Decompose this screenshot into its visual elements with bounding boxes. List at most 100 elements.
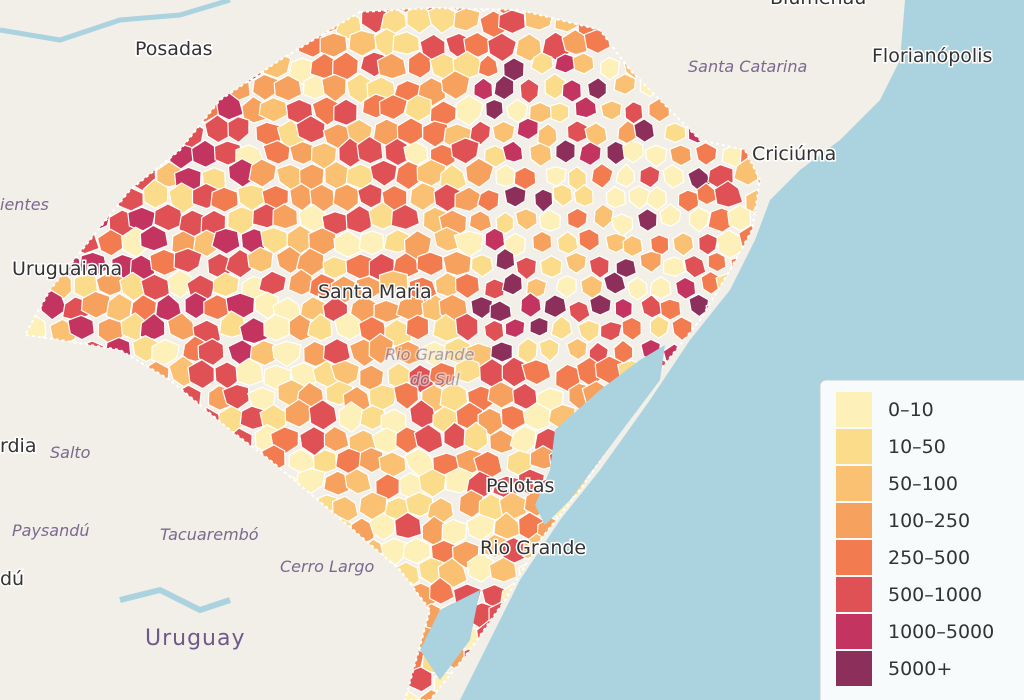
- municipality: [515, 256, 538, 281]
- municipality: [622, 234, 644, 258]
- municipality: [552, 183, 574, 208]
- municipality: [428, 576, 455, 605]
- lagoon: [535, 345, 665, 525]
- place-label: Uruguay: [145, 626, 246, 651]
- municipality: [437, 557, 469, 589]
- municipality: [359, 404, 387, 431]
- municipality: [599, 56, 621, 81]
- municipality: [521, 359, 552, 386]
- municipality: [588, 255, 610, 279]
- municipality: [555, 275, 577, 299]
- municipality: [662, 163, 685, 189]
- municipality: [394, 511, 423, 540]
- municipality: [272, 203, 299, 230]
- municipality: [645, 186, 667, 211]
- legend-label: 250–500: [888, 547, 970, 569]
- municipality: [263, 314, 290, 342]
- municipality: [574, 95, 598, 119]
- municipality: [331, 51, 360, 81]
- municipality: [409, 181, 436, 212]
- municipality: [468, 8, 497, 12]
- place-label: ientes: [0, 195, 49, 214]
- place-label: Florianópolis: [872, 45, 992, 67]
- place-label: Paysandú: [12, 521, 90, 540]
- municipality: [490, 341, 513, 363]
- municipality: [368, 332, 395, 365]
- municipality: [271, 340, 302, 368]
- legend-swatch: [836, 429, 872, 464]
- municipality: [470, 295, 494, 320]
- legend-swatch: [836, 614, 872, 649]
- municipality: [621, 316, 642, 342]
- municipality: [566, 207, 588, 230]
- municipality: [258, 96, 289, 123]
- municipality: [573, 184, 594, 208]
- legend-label: 1000–5000: [888, 621, 994, 643]
- municipality: [522, 401, 551, 431]
- municipality: [590, 162, 614, 190]
- river: [0, 0, 231, 43]
- municipality: [544, 72, 566, 100]
- legend-label: 500–1000: [888, 584, 982, 606]
- municipality: [672, 232, 695, 257]
- municipality: [530, 51, 554, 76]
- municipality: [485, 98, 504, 121]
- municipality: [593, 203, 614, 230]
- municipality: [212, 271, 240, 298]
- legend-items: 0–10 10–50 50–100 100–250 250–500 500–1000 100…: [836, 392, 994, 686]
- municipality: [369, 159, 398, 187]
- municipality: [532, 230, 553, 254]
- municipality: [376, 52, 408, 80]
- municipality: [503, 185, 527, 208]
- place-label: Tacuarembó: [160, 525, 259, 544]
- municipality: [529, 316, 549, 337]
- municipality: [586, 76, 608, 101]
- municipality: [477, 54, 499, 78]
- municipality: [500, 404, 528, 432]
- municipality: [378, 270, 409, 297]
- municipality: [393, 340, 422, 366]
- municipality: [605, 185, 627, 209]
- municipality: [334, 311, 364, 341]
- place-label: rdia: [0, 435, 36, 457]
- place-label: dú: [0, 568, 24, 590]
- municipality: [495, 164, 516, 188]
- municipality: [577, 319, 601, 343]
- municipality: [390, 203, 421, 231]
- municipality: [602, 271, 627, 295]
- municipality: [218, 310, 247, 338]
- municipality: [649, 314, 670, 340]
- municipality: [639, 165, 661, 189]
- municipality: [529, 142, 553, 168]
- municipality: [491, 120, 516, 145]
- municipality: [694, 141, 718, 167]
- municipality: [753, 200, 760, 232]
- municipality: [538, 337, 560, 362]
- municipality: [295, 114, 326, 144]
- municipality: [470, 253, 494, 278]
- municipality: [487, 381, 516, 409]
- municipality: [273, 74, 303, 102]
- municipality: [519, 77, 540, 105]
- place-label: Rio Grande: [480, 537, 586, 559]
- municipality: [453, 8, 481, 32]
- municipality: [404, 491, 435, 518]
- municipality: [659, 203, 682, 227]
- legend-label: 50–100: [888, 473, 958, 495]
- municipality: [674, 276, 697, 301]
- municipality: [251, 73, 279, 102]
- municipality: [640, 294, 664, 319]
- municipality: [348, 29, 377, 57]
- legend-label: 0–10: [888, 399, 934, 421]
- municipality: [683, 254, 707, 279]
- municipality: [561, 78, 582, 103]
- municipality: [469, 120, 492, 146]
- municipality: [539, 255, 563, 279]
- municipality: [458, 489, 484, 519]
- municipality: [713, 180, 744, 208]
- place-label: do Sul: [410, 370, 460, 389]
- municipality: [466, 513, 496, 542]
- municipality: [454, 312, 479, 342]
- municipality: [402, 537, 431, 565]
